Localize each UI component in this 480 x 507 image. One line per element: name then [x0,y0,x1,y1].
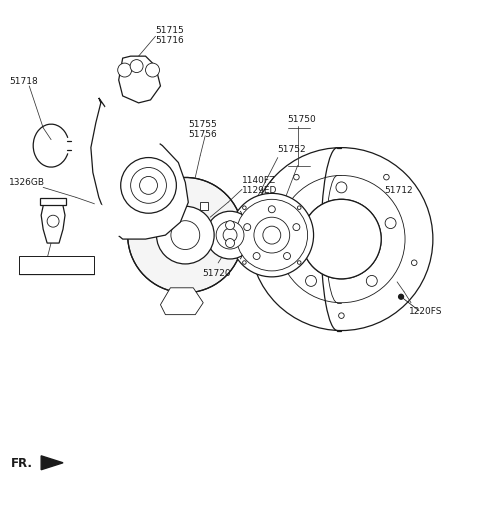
Circle shape [293,224,300,231]
Circle shape [385,218,396,229]
Bar [19,256,94,274]
Circle shape [398,294,404,299]
Text: FR.: FR. [12,457,33,470]
Ellipse shape [301,199,381,279]
Circle shape [223,228,237,242]
Circle shape [226,221,235,230]
Text: 51712: 51712 [384,187,413,195]
Polygon shape [41,456,63,470]
Polygon shape [160,288,203,315]
Text: 1326GB: 1326GB [9,178,45,188]
Text: 1140FZ: 1140FZ [242,176,276,186]
Circle shape [287,218,298,229]
Text: 1129ED: 1129ED [242,187,277,195]
Circle shape [242,261,246,264]
Polygon shape [101,100,160,158]
Circle shape [118,63,132,77]
Circle shape [140,176,157,194]
Circle shape [120,158,176,213]
Circle shape [230,193,313,277]
Circle shape [242,206,246,209]
Text: 51756: 51756 [188,130,217,139]
Circle shape [328,226,354,252]
Circle shape [298,206,301,209]
Text: 51755: 51755 [188,120,217,129]
Circle shape [171,221,200,249]
Bar [40,198,66,205]
Circle shape [336,182,347,193]
Circle shape [216,221,244,249]
Text: REF.60-624: REF.60-624 [21,261,77,270]
Polygon shape [91,98,188,239]
Circle shape [315,213,367,265]
Text: 1220FS: 1220FS [409,307,443,316]
Circle shape [263,226,281,244]
Circle shape [306,275,316,286]
Text: 51750: 51750 [288,115,316,124]
Circle shape [294,174,299,180]
Circle shape [384,174,389,180]
Circle shape [301,199,381,279]
Circle shape [253,252,260,260]
Circle shape [47,215,59,227]
Bar [200,201,208,210]
Circle shape [226,239,235,247]
Circle shape [244,224,251,231]
Text: 51720: 51720 [202,269,231,278]
Circle shape [366,275,377,286]
Text: 51715: 51715 [156,26,184,35]
Text: 51752: 51752 [278,144,306,154]
Circle shape [284,252,290,260]
Circle shape [206,211,254,259]
Circle shape [156,206,214,264]
Text: 51716: 51716 [156,36,184,45]
Circle shape [145,63,159,77]
Circle shape [130,60,143,73]
Circle shape [266,260,271,266]
Polygon shape [93,202,123,239]
Circle shape [268,206,276,213]
Circle shape [250,148,433,331]
Circle shape [298,261,301,264]
Circle shape [338,313,344,318]
Circle shape [236,199,308,271]
Circle shape [254,217,290,253]
Polygon shape [41,201,65,243]
Wedge shape [128,177,240,293]
Circle shape [411,260,417,266]
Circle shape [278,175,405,303]
Polygon shape [119,56,160,103]
Text: 51718: 51718 [9,77,38,86]
Circle shape [131,167,167,203]
